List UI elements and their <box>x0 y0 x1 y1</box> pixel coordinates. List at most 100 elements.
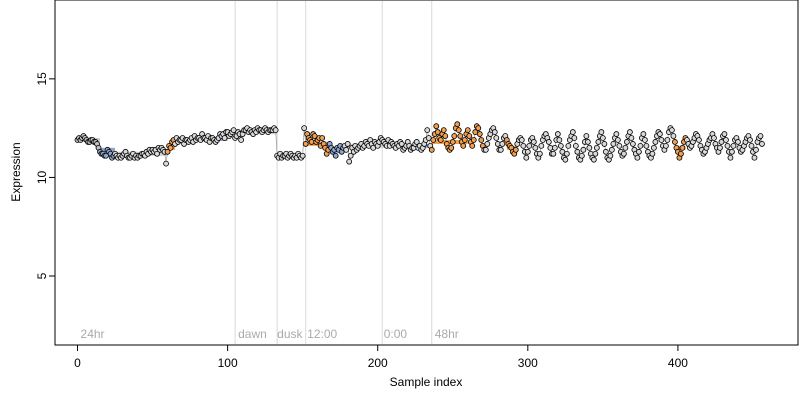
data-point <box>536 150 543 157</box>
data-point <box>583 133 590 139</box>
data-point <box>272 127 279 134</box>
phase-labels: 24hr dawn dusk 12:00 0:00 48hr <box>81 327 459 341</box>
data-point <box>601 141 608 147</box>
data-point <box>319 135 326 141</box>
x-tick-label: 100 <box>218 356 238 370</box>
data-point <box>602 148 609 155</box>
phase-label: dusk <box>277 327 303 341</box>
data-point <box>565 142 572 149</box>
data-point <box>649 150 656 157</box>
data-point <box>164 148 171 155</box>
data-point <box>448 144 455 151</box>
data-point <box>440 127 447 134</box>
data-point <box>301 125 308 132</box>
data-point <box>442 133 449 139</box>
data-point <box>608 146 615 153</box>
data-point <box>641 137 648 143</box>
data-point <box>302 141 309 147</box>
data-point <box>640 131 647 137</box>
data-point <box>530 139 537 145</box>
data-point <box>532 144 539 151</box>
data-point <box>545 139 552 145</box>
x-tick-label: 400 <box>668 356 688 370</box>
data-point <box>679 144 686 151</box>
data-point <box>518 137 525 143</box>
data-point <box>578 152 585 159</box>
y-tick-label: 5 <box>35 272 49 279</box>
data-point <box>413 139 420 145</box>
data-point <box>696 137 702 143</box>
data-point <box>562 156 569 163</box>
data-point <box>154 150 160 157</box>
data-point <box>727 154 734 161</box>
data-point <box>751 154 758 161</box>
data-point <box>433 123 440 130</box>
data-point <box>672 139 678 145</box>
data-point <box>711 135 717 141</box>
data-point <box>460 142 467 149</box>
data-point <box>753 146 759 153</box>
data-point <box>748 142 755 149</box>
data-point <box>167 144 174 151</box>
data-point <box>628 135 635 141</box>
data-point <box>299 152 306 159</box>
y-tick-label: 10 <box>35 170 49 184</box>
data-point <box>556 137 563 143</box>
data-point <box>428 146 435 153</box>
data-point <box>437 137 444 143</box>
data-point <box>482 146 489 153</box>
data-point <box>592 150 599 157</box>
data-point <box>622 144 629 151</box>
data-point <box>557 142 564 149</box>
data-point <box>569 129 576 135</box>
data-point <box>163 160 169 167</box>
data-point <box>634 154 641 161</box>
data-point <box>584 139 591 145</box>
data-point <box>563 150 570 157</box>
data-point <box>637 142 644 149</box>
y-axis: 5 10 15 <box>35 72 56 279</box>
y-axis-title: Expression <box>9 142 23 201</box>
data-point <box>580 146 587 153</box>
data-point <box>629 141 636 147</box>
phase-label: 12:00 <box>307 327 337 341</box>
x-tick-label: 200 <box>368 356 388 370</box>
data-point <box>571 135 578 141</box>
data-point <box>595 139 602 145</box>
data-point <box>512 146 519 153</box>
data-point <box>599 135 606 141</box>
data-point <box>724 142 731 149</box>
data-point <box>497 146 504 153</box>
data-point <box>607 152 614 159</box>
data-point <box>590 156 597 163</box>
data-point <box>451 133 458 139</box>
x-axis: 0 100 200 300 400 <box>74 344 688 370</box>
data-point <box>614 137 621 143</box>
data-point <box>449 139 456 145</box>
data-point <box>730 142 737 149</box>
data-point <box>635 148 642 155</box>
data-point <box>343 146 350 153</box>
data-points <box>74 121 765 167</box>
data-point <box>470 137 477 143</box>
data-point <box>469 142 476 149</box>
data-point <box>430 137 437 143</box>
data-point <box>610 141 617 147</box>
data-point <box>457 133 464 139</box>
data-point <box>721 131 728 137</box>
data-point <box>651 144 657 151</box>
x-tick-label: 0 <box>74 356 81 370</box>
data-point <box>747 137 753 143</box>
data-point <box>658 137 665 143</box>
data-point <box>664 137 671 143</box>
data-point <box>538 142 545 149</box>
data-point <box>598 129 605 135</box>
data-point <box>523 154 530 161</box>
data-point <box>574 148 581 155</box>
plot-frame <box>54 0 799 346</box>
data-point <box>461 137 468 143</box>
data-point <box>493 135 500 141</box>
phase-divider-lines <box>234 1 433 344</box>
data-point <box>593 144 600 151</box>
